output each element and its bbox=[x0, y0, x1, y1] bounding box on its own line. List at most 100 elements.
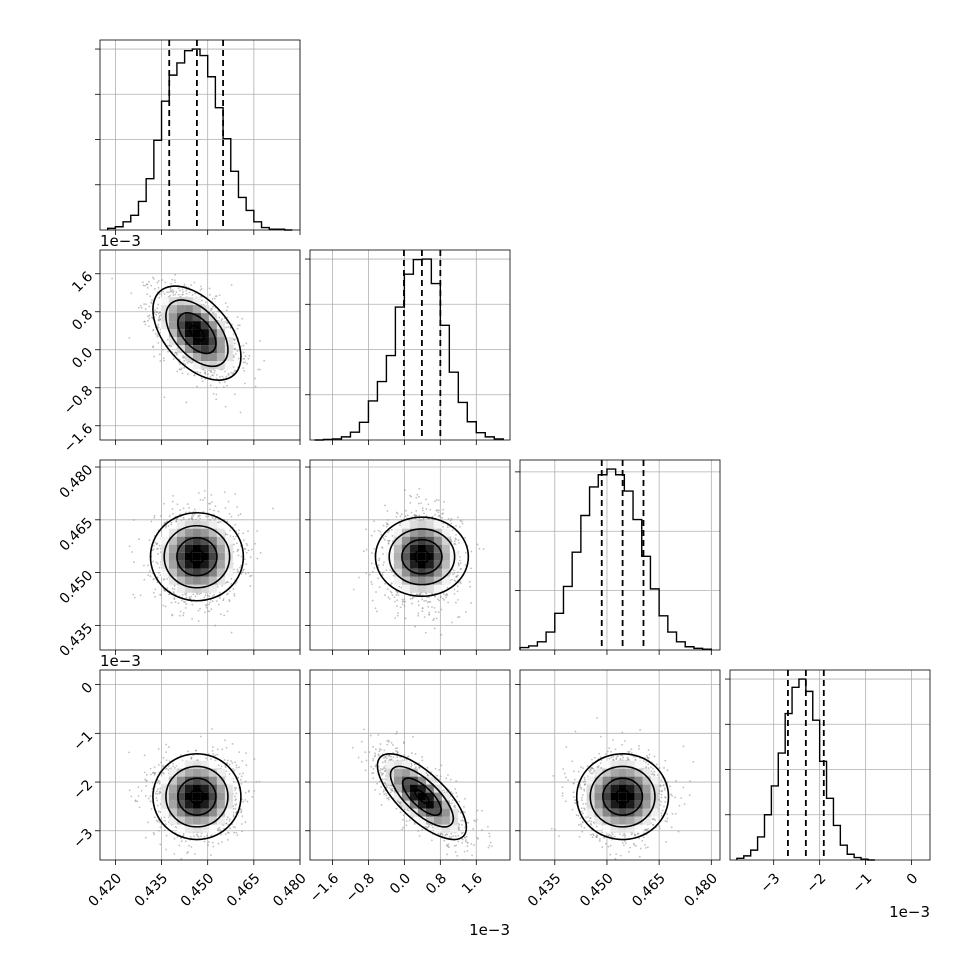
scatter-point bbox=[387, 596, 390, 598]
scatter-point bbox=[158, 544, 161, 547]
density-cell bbox=[184, 337, 193, 346]
scatter-point bbox=[387, 519, 390, 521]
scatter-point bbox=[385, 525, 388, 528]
scatter-point bbox=[173, 597, 176, 600]
scatter-point bbox=[171, 587, 174, 590]
scatter-point bbox=[199, 607, 201, 610]
density-cell bbox=[168, 337, 177, 346]
scatter-point bbox=[382, 553, 384, 556]
scatter-point bbox=[212, 595, 214, 598]
scatter-point bbox=[146, 319, 149, 322]
scatter-point bbox=[216, 748, 219, 751]
scatter-point bbox=[239, 513, 242, 515]
scatter-point bbox=[195, 518, 197, 521]
scatter-point bbox=[437, 511, 440, 514]
scatter-point bbox=[431, 515, 434, 518]
scatter-point bbox=[242, 351, 245, 354]
scatter-point bbox=[140, 789, 143, 792]
scatter-point bbox=[208, 369, 211, 372]
scatter-point bbox=[209, 592, 212, 595]
scatter-point bbox=[259, 551, 262, 554]
scatter-point bbox=[184, 363, 187, 366]
scatter-point bbox=[435, 617, 438, 620]
scatter-point bbox=[213, 297, 216, 300]
scatter-point bbox=[425, 508, 428, 510]
scatter-point bbox=[180, 519, 183, 522]
density-cell bbox=[441, 528, 450, 537]
scatter-point bbox=[182, 291, 184, 293]
scatter-point bbox=[159, 360, 162, 362]
scatter-point bbox=[158, 566, 161, 569]
density-cell bbox=[216, 361, 225, 370]
scatter-point bbox=[233, 356, 235, 359]
scatter-point bbox=[459, 581, 462, 583]
scatter-point bbox=[158, 353, 161, 356]
density-cell bbox=[200, 536, 209, 545]
scatter-point bbox=[224, 302, 227, 305]
scatter-point bbox=[213, 509, 215, 512]
density-cell bbox=[441, 536, 450, 545]
scatter-point bbox=[425, 599, 428, 602]
density-cell bbox=[192, 361, 201, 370]
scatter-point bbox=[224, 370, 226, 373]
scatter-point bbox=[428, 611, 431, 614]
density-cell bbox=[192, 520, 201, 529]
scatter-point bbox=[419, 519, 422, 522]
scatter-point bbox=[212, 392, 215, 395]
scatter-point bbox=[221, 584, 224, 587]
density-cell bbox=[168, 313, 177, 322]
density-cell bbox=[216, 568, 225, 577]
density-cell bbox=[160, 313, 169, 322]
scatter-point bbox=[197, 609, 200, 612]
scatter-point bbox=[235, 535, 237, 538]
density-cell bbox=[417, 584, 426, 593]
density-cell bbox=[441, 552, 450, 561]
scatter-point bbox=[148, 314, 151, 317]
scatter-point bbox=[384, 594, 386, 596]
density-cell bbox=[216, 353, 225, 362]
scatter-point bbox=[427, 503, 430, 506]
scatter-point bbox=[166, 577, 169, 580]
scatter-point bbox=[390, 582, 393, 585]
scatter-point bbox=[162, 290, 165, 293]
scatter-point bbox=[439, 595, 442, 598]
scatter-point bbox=[172, 591, 175, 593]
scatter-point bbox=[458, 525, 461, 528]
scatter-point bbox=[228, 600, 231, 603]
scatter-point bbox=[431, 592, 434, 595]
density-cell bbox=[184, 305, 193, 314]
density-cell bbox=[200, 313, 209, 322]
scatter-point bbox=[192, 514, 195, 517]
scatter-point bbox=[165, 525, 168, 527]
scatter-point bbox=[379, 531, 382, 534]
density-cell bbox=[168, 568, 177, 577]
scatter-point bbox=[174, 601, 177, 604]
density-cell bbox=[409, 544, 418, 553]
scatter-point bbox=[143, 320, 146, 323]
scatter-point bbox=[133, 596, 136, 599]
scatter-point bbox=[396, 599, 399, 602]
scatter-point bbox=[183, 366, 186, 369]
scatter-point bbox=[381, 546, 384, 549]
scatter-point bbox=[460, 567, 463, 570]
scatter-point bbox=[182, 612, 185, 615]
scatter-point bbox=[181, 599, 183, 602]
density-cell bbox=[200, 544, 209, 553]
scatter-point bbox=[416, 493, 419, 496]
scatter-point bbox=[193, 281, 196, 284]
scatter-point bbox=[154, 332, 157, 335]
scatter-point bbox=[416, 593, 419, 596]
scatter-point bbox=[168, 593, 171, 596]
scatter-point bbox=[382, 571, 385, 574]
scatter-point bbox=[211, 298, 214, 300]
density-cell bbox=[184, 520, 193, 529]
histogram-step bbox=[736, 678, 875, 861]
scatter-point bbox=[438, 509, 440, 512]
scatter-point bbox=[211, 728, 213, 730]
scatter-point bbox=[444, 594, 447, 597]
scatter-point bbox=[423, 512, 425, 515]
scatter-point bbox=[381, 574, 384, 576]
density-cell bbox=[224, 345, 233, 354]
density-cell bbox=[176, 337, 185, 346]
scatter-point bbox=[229, 327, 232, 329]
